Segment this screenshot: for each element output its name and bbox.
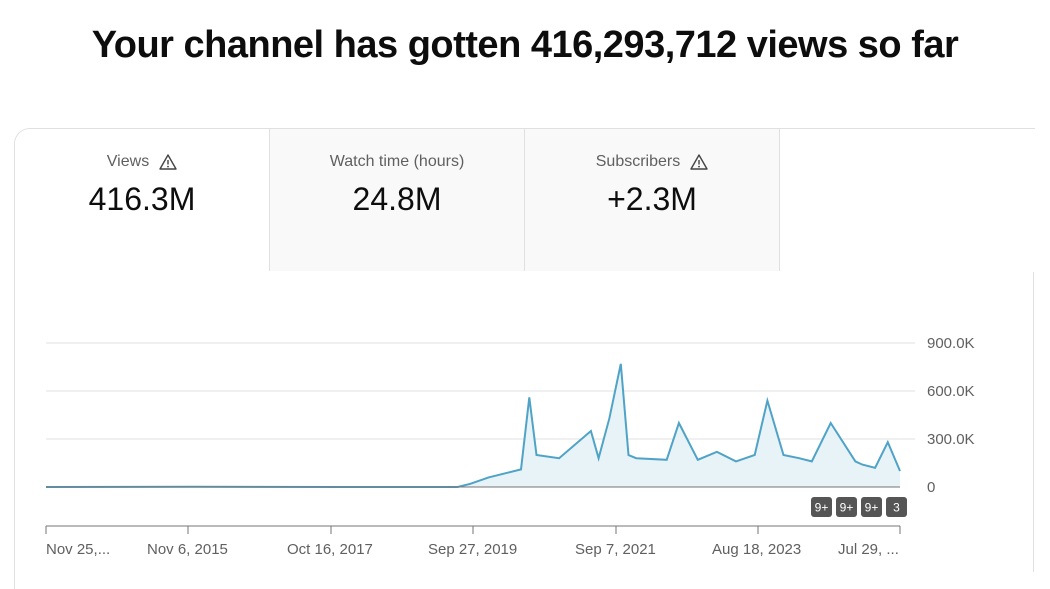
- annotation-badge[interactable]: 9+: [811, 497, 832, 517]
- series-line: [45, 363, 901, 488]
- badge-label: 9+: [840, 501, 854, 515]
- x-tick-label: Nov 6, 2015: [147, 541, 228, 558]
- tab-watch-time[interactable]: Watch time (hours) 24.8M: [270, 129, 525, 271]
- y-tick-label: 300.0K: [927, 431, 975, 448]
- annotation-badge[interactable]: 3: [886, 497, 907, 517]
- series-area: [46, 363, 900, 487]
- metric-tabs: Views 416.3M Watch time (hours) 24.8M Su…: [15, 129, 780, 271]
- x-tick-label: Sep 27, 2019: [428, 541, 517, 558]
- y-tick-label: 600.0K: [927, 383, 975, 400]
- x-tick-label: Oct 16, 2017: [287, 541, 373, 558]
- x-tick-label: Sep 7, 2021: [575, 541, 656, 558]
- annotation-badge[interactable]: 9+: [861, 497, 882, 517]
- card-border: [1033, 272, 1034, 572]
- tab-value: 416.3M: [88, 181, 196, 217]
- y-tick-label: 900.0K: [927, 335, 975, 352]
- x-tick-label: Nov 25,...: [46, 541, 110, 558]
- warning-icon[interactable]: [690, 154, 708, 170]
- badge-label: 3: [893, 501, 900, 515]
- warning-icon[interactable]: [159, 154, 177, 170]
- badge-background: [886, 497, 907, 517]
- tab-views[interactable]: Views 416.3M: [15, 129, 270, 271]
- badge-label: 9+: [865, 501, 879, 515]
- tab-value: +2.3M: [607, 181, 697, 217]
- tab-label: Views: [106, 153, 150, 170]
- x-tick-label: Jul 29, ...: [838, 541, 899, 558]
- badge-background: [861, 497, 882, 517]
- badge-background: [811, 497, 832, 517]
- badge-label: 9+: [815, 501, 829, 515]
- tab-value: 24.8M: [352, 181, 442, 217]
- tab-label: Subscribers: [595, 153, 681, 170]
- views-chart: 900.0K 600.0K 300.0K 0 Nov 25,... Nov 6, 201…: [45, 335, 975, 558]
- y-tick-label: 0: [927, 479, 935, 496]
- x-tick-label: Aug 18, 2023: [712, 541, 801, 558]
- tab-subscribers[interactable]: Subscribers +2.3M: [525, 129, 780, 271]
- page-title: Your channel has gotten 416,293,712 view…: [91, 24, 959, 66]
- tab-label: Watch time (hours): [329, 153, 465, 170]
- annotation-badge[interactable]: 9+: [836, 497, 857, 517]
- badge-background: [836, 497, 857, 517]
